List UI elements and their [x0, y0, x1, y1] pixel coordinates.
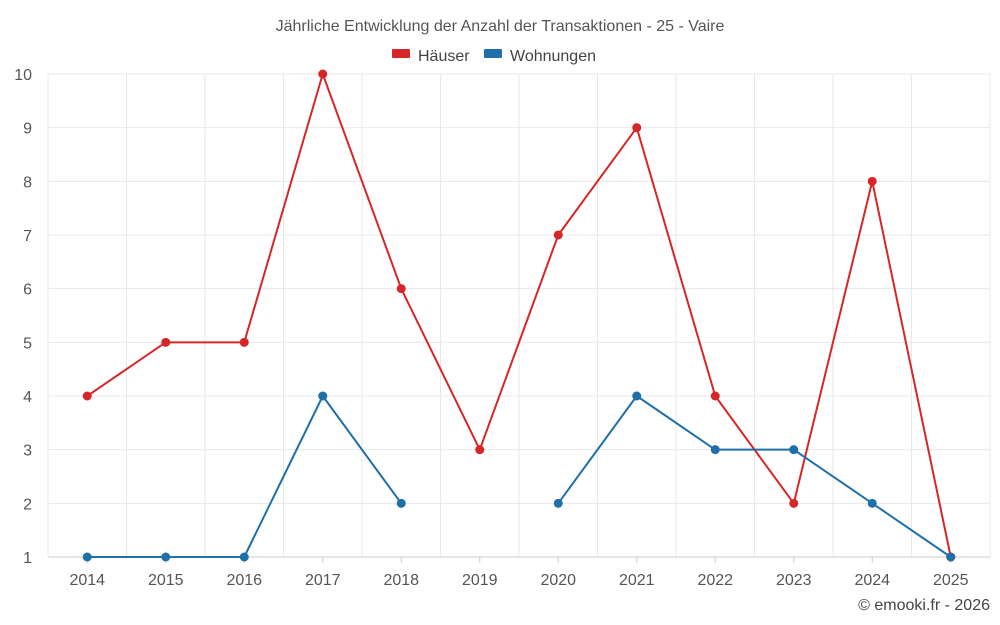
data-point-haeuser[interactable]	[553, 230, 563, 240]
data-point-wohnungen[interactable]	[161, 552, 171, 562]
y-tick-label: 9	[23, 121, 32, 138]
x-tick-label: 2015	[148, 572, 184, 589]
data-point-wohnungen[interactable]	[318, 391, 328, 401]
data-point-haeuser[interactable]	[475, 445, 485, 455]
x-tick-label: 2014	[69, 572, 105, 589]
x-tick-label: 2018	[383, 572, 419, 589]
y-tick-label: 4	[23, 389, 32, 406]
series-wohnungen	[82, 391, 956, 562]
legend-swatch-haeuser	[392, 49, 410, 58]
data-point-wohnungen[interactable]	[632, 391, 642, 401]
y-tick-label: 1	[23, 550, 32, 567]
legend: Häuser Wohnungen	[392, 48, 596, 65]
data-point-haeuser[interactable]	[789, 498, 799, 508]
data-point-haeuser[interactable]	[396, 284, 406, 294]
y-tick-label: 8	[23, 174, 32, 191]
data-point-haeuser[interactable]	[867, 176, 877, 186]
x-tick-label: 2019	[462, 572, 498, 589]
series-line-haeuser	[86, 73, 952, 558]
chart-title: Jährliche Entwicklung der Anzahl der Tra…	[276, 18, 725, 35]
data-point-wohnungen[interactable]	[789, 445, 799, 455]
y-tick-label: 2	[23, 496, 32, 513]
x-tick-label: 2020	[540, 572, 576, 589]
data-point-wohnungen[interactable]	[553, 498, 563, 508]
data-point-haeuser[interactable]	[318, 69, 328, 79]
x-tick-label: 2025	[933, 572, 969, 589]
data-point-wohnungen[interactable]	[867, 498, 877, 508]
y-tick-label: 3	[23, 443, 32, 460]
data-point-haeuser[interactable]	[239, 337, 249, 347]
series-line-wohnungen	[87, 395, 403, 558]
x-tick-label: 2017	[305, 572, 341, 589]
legend-item-haeuser[interactable]: Häuser	[392, 48, 470, 65]
y-tick-label: 5	[23, 335, 32, 352]
x-tick-label: 2023	[776, 572, 812, 589]
data-point-wohnungen[interactable]	[946, 552, 956, 562]
x-tick-label: 2022	[697, 572, 733, 589]
legend-label-haeuser: Häuser	[418, 48, 470, 65]
series-haeuser	[82, 69, 956, 562]
series	[82, 69, 956, 562]
legend-label-wohnungen: Wohnungen	[510, 48, 596, 65]
x-tick-label: 2024	[854, 572, 890, 589]
y-tick-label: 7	[23, 228, 32, 245]
x-tick-label: 2016	[226, 572, 262, 589]
data-point-haeuser[interactable]	[161, 337, 171, 347]
data-point-haeuser[interactable]	[82, 391, 92, 401]
axes: 1 2 3 4 5 6 7 8 9 10 2014 2015 2016 2017 2018 2019 2020 2…	[14, 67, 990, 589]
grid	[47, 73, 991, 557]
data-point-haeuser[interactable]	[710, 391, 720, 401]
data-point-wohnungen[interactable]	[396, 498, 406, 508]
credit-text: © emooki.fr - 2026	[858, 597, 990, 614]
x-tick-label: 2021	[619, 572, 655, 589]
legend-swatch-wohnungen	[484, 49, 502, 58]
data-point-wohnungen[interactable]	[710, 445, 720, 455]
y-tick-label: 6	[23, 282, 32, 299]
data-point-haeuser[interactable]	[632, 123, 642, 133]
data-point-wohnungen[interactable]	[82, 552, 92, 562]
legend-item-wohnungen[interactable]: Wohnungen	[484, 48, 596, 65]
data-point-wohnungen[interactable]	[239, 552, 249, 562]
series-line-wohnungen	[557, 395, 952, 558]
y-tick-label: 10	[14, 67, 32, 84]
